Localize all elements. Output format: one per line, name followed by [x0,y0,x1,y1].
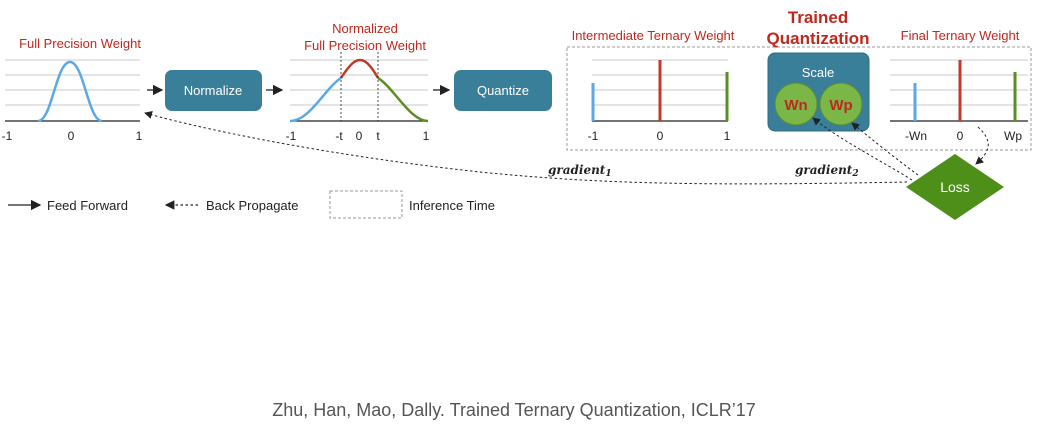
quantize-label: Quantize [477,83,529,98]
panel-title-line2: Full Precision Weight [304,38,426,53]
legend-feed-forward-label: Feed Forward [47,198,128,213]
wn-circle [774,82,818,126]
curve-positive [377,76,429,123]
trained-title-line1: Trained [788,8,848,27]
inference-time-region [566,46,1032,151]
tick-label: -1 [286,129,297,143]
gradient2-arrow-wp [851,122,919,176]
tick-label: 1 [423,129,430,143]
trained-title-line2: Quantization [767,29,870,48]
tick-label: -1 [588,129,599,143]
panel-title: Final Ternary Weight [901,28,1020,43]
gradient1-arrow [144,111,908,185]
curve-negative [289,76,342,123]
gradient2-label: gradient2 [795,163,859,179]
tick-label: 0 [356,129,363,143]
citation: Zhu, Han, Mao, Dally. Trained Ternary Qu… [272,400,756,420]
tick-label: t [376,129,380,143]
legend-inference-box [329,190,403,219]
loss-label: Loss [940,179,970,195]
tick-label: 0 [957,129,964,143]
panel-normalized: Normalized Full Precision Weight -1 -t 0… [286,21,430,143]
tick-label: -t [335,129,343,143]
quantize-box: Quantize [454,70,552,111]
normalize-label: Normalize [184,83,243,98]
wn-label: Wn [784,97,807,114]
trained-quantization: Trained Quantization Scale Wn Wp [767,8,870,132]
tick-label: -Wn [905,129,927,143]
gradient1-label: gradient1 [548,163,612,179]
panel-title: Full Precision Weight [19,36,141,51]
curve-center [339,58,380,79]
tick-label: 0 [657,129,664,143]
legend-back-propagate-label: Back Propagate [206,198,299,213]
wp-label: Wp [829,97,852,114]
grid-lines [290,59,428,106]
final-to-loss-arrow [975,126,989,165]
tick-label: 1 [136,129,143,143]
panel-intermediate: Intermediate Ternary Weight -1 0 1 [572,28,735,143]
legend-inference-label: Inference Time [409,198,495,213]
gaussian-curve [37,60,103,123]
panel-final: Final Ternary Weight -Wn 0 Wp [890,28,1028,143]
panel-title: Intermediate Ternary Weight [572,28,735,43]
tick-label: Wp [1004,129,1022,143]
panel-full-precision: Full Precision Weight -1 0 1 [2,36,143,143]
loss-node: Loss [906,154,1004,220]
panel-title-line1: Normalized [332,21,398,36]
gradient2-arrow-wn [812,117,913,181]
tick-label: 1 [724,129,731,143]
legend: Feed Forward Back Propagate Inference Ti… [8,190,495,219]
grid-lines [5,59,140,106]
tick-label: 0 [68,129,75,143]
normalize-box: Normalize [165,70,262,111]
scale-label: Scale [802,65,835,80]
wp-circle [819,82,863,126]
tick-label: -1 [2,129,13,143]
